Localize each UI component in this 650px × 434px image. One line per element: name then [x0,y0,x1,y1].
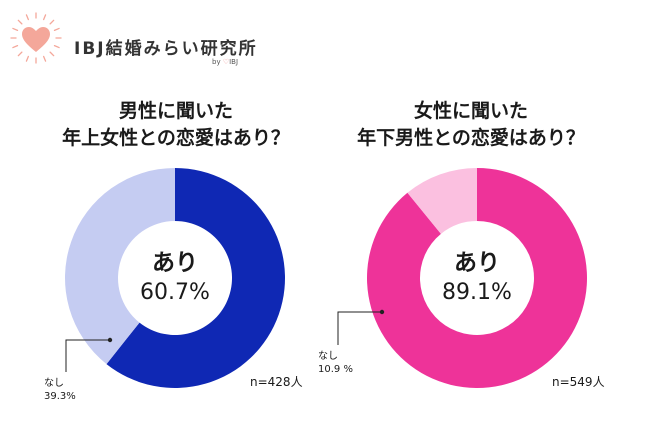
logo-ray [25,55,29,62]
logo-ray [43,14,47,21]
chart-title-left-line1: 男性に聞いた [118,100,233,122]
byline-org: IBJ [229,58,239,66]
logo-ray [12,45,19,49]
slice-value-right: 10.9 % [318,364,353,375]
logo-ray [43,55,47,62]
logo-ray [17,19,23,25]
slice-category-right: なし [318,351,338,362]
sun-heart-icon [10,12,62,64]
logo-ray [53,45,60,49]
donut-slice-left-0 [106,168,286,388]
slice-label-left: なし 39.3% [44,377,76,403]
logo: IBJ結婚みらい研究所 by ♡IBJ [8,10,268,70]
donut-chart-right [366,168,587,388]
center-label-left: あり 60.7% [115,248,235,308]
chart-title-right-line2: 年下男性との恋愛はあり？ [357,127,585,149]
donut-slice-left-1 [65,168,175,365]
slice-value-left: 39.3% [44,391,76,402]
chart-title-right-line1: 女性に聞いた [413,100,528,122]
logo-ray [49,19,55,25]
center-value-right: 89.1% [442,280,512,305]
chart-title-right: 女性に聞いた 年下男性との恋愛はあり？ [331,98,611,152]
logo-ray [12,27,19,31]
donut-slice-right-0 [366,168,587,388]
center-value-left: 60.7% [140,280,210,305]
logo-ray [49,51,55,57]
donut-chart-left [65,168,286,388]
logo-ray [17,51,23,57]
chart-title-left: 男性に聞いた 年上女性との恋愛はあり？ [36,98,316,152]
sample-size-right: n=549人 [552,375,605,389]
logo-ray [25,14,29,21]
center-category-left: あり [152,250,198,276]
logo-ray [53,27,60,31]
sample-size-left: n=428人 [250,375,303,389]
byline: by ♡IBJ [212,58,238,66]
donut-slice-right-1 [407,168,477,234]
chart-title-left-line2: 年上女性との恋愛はあり？ [62,127,290,149]
center-category-right: あり [454,250,500,276]
slice-label-right: なし 10.9 % [318,350,353,376]
slice-category-left: なし [44,378,64,389]
byline-by: by [212,58,221,66]
small-heart-icon: ♡ [222,58,230,66]
brand-name: IBJ結婚みらい研究所 [74,39,258,59]
center-label-right: あり 89.1% [417,248,537,308]
